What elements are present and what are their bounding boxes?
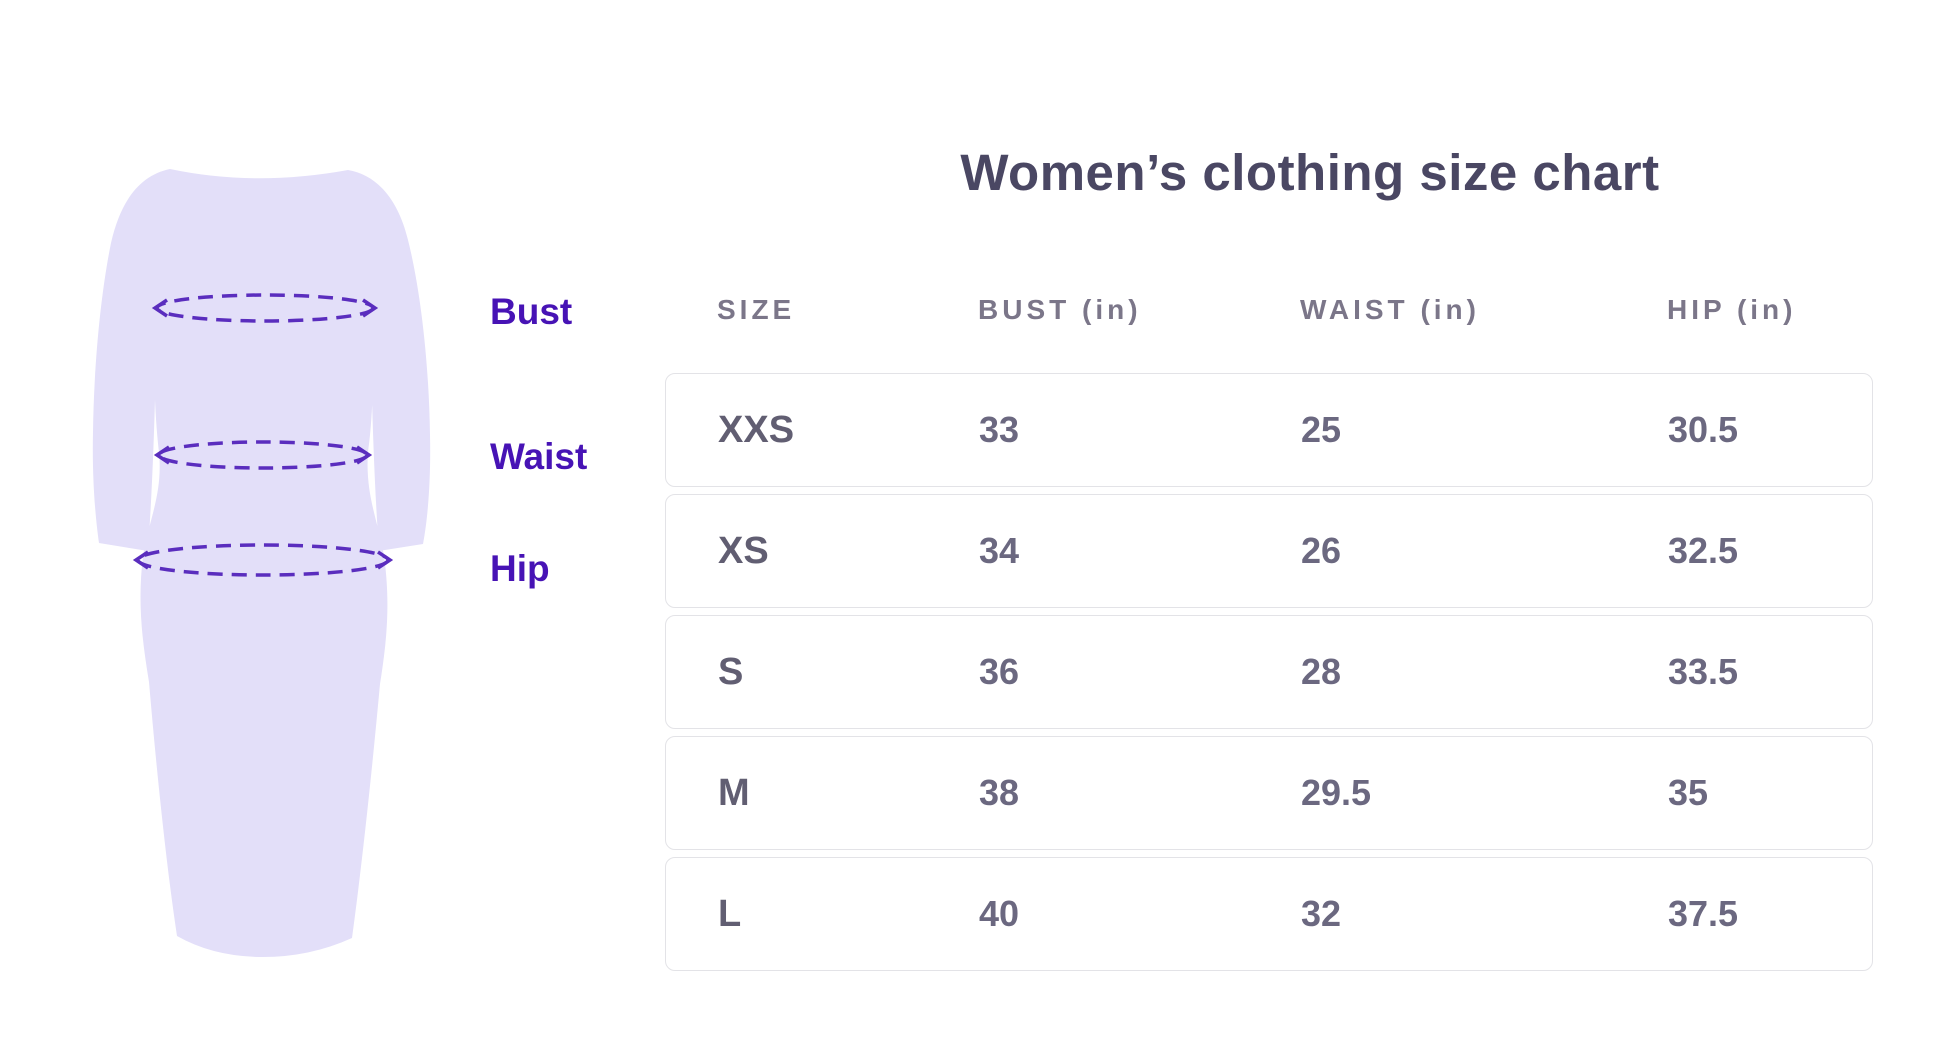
waist-cell: 25 <box>1301 409 1342 450</box>
size-cell: L <box>718 892 742 935</box>
waist-measure-line <box>153 440 373 470</box>
dress-illustration <box>92 169 431 957</box>
bust-label: Bust <box>490 291 573 332</box>
dress-silhouette <box>92 169 431 957</box>
size-table: XXS 33 25 30.5 XS 34 26 32.5 S 36 28 33.… <box>665 373 1873 971</box>
table-row: M 38 29.5 35 <box>665 736 1873 850</box>
waist-cell: 32 <box>1301 893 1342 934</box>
waist-label: Waist <box>490 436 588 477</box>
hip-cell: 35 <box>1668 772 1709 813</box>
hip-cell: 33.5 <box>1668 651 1739 692</box>
page-title: Women’s clothing size chart <box>960 144 1660 201</box>
hip-cell: 32.5 <box>1668 530 1739 571</box>
size-cell: M <box>718 771 750 814</box>
bust-cell: 38 <box>979 772 1020 813</box>
column-header-hip: HIP (in) <box>1667 294 1797 325</box>
table-row: XS 34 26 32.5 <box>665 494 1873 608</box>
hip-cell: 30.5 <box>1668 409 1739 450</box>
size-cell: XXS <box>718 408 795 451</box>
waist-cell: 26 <box>1301 530 1342 571</box>
waist-cell: 28 <box>1301 651 1342 692</box>
bust-measure-line <box>151 293 379 323</box>
table-row: S 36 28 33.5 <box>665 615 1873 729</box>
hip-measure-line <box>132 543 394 577</box>
bust-cell: 36 <box>979 651 1020 692</box>
column-header-size: SIZE <box>717 294 796 325</box>
column-header-bust: BUST (in) <box>978 294 1142 325</box>
table-header: SIZE BUST (in) WAIST (in) HIP (in) <box>665 292 1873 328</box>
table-row: L 40 32 37.5 <box>665 857 1873 971</box>
size-cell: XS <box>718 529 769 572</box>
table-row: XXS 33 25 30.5 <box>665 373 1873 487</box>
bust-cell: 33 <box>979 409 1020 450</box>
bust-cell: 34 <box>979 530 1020 571</box>
bust-cell: 40 <box>979 893 1020 934</box>
column-header-waist: WAIST (in) <box>1300 294 1480 325</box>
hip-label: Hip <box>490 548 550 589</box>
waist-cell: 29.5 <box>1301 772 1372 813</box>
hip-cell: 37.5 <box>1668 893 1739 934</box>
size-cell: S <box>718 650 744 693</box>
